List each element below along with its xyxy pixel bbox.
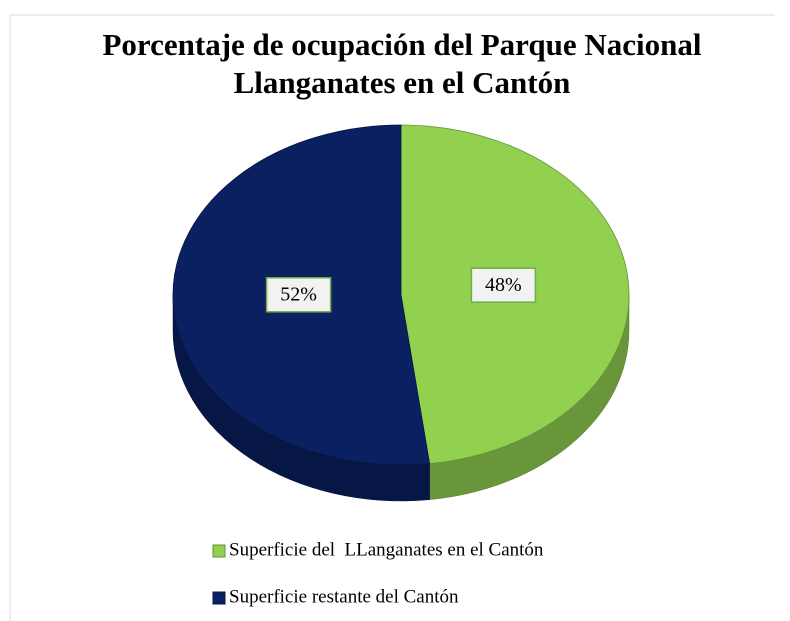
data-label: 48%: [485, 274, 522, 296]
legend-swatch: [212, 591, 226, 605]
legend-swatch: [212, 544, 226, 558]
data-label-box: [470, 267, 537, 303]
data-label-box: [265, 277, 332, 313]
legend-label: Superficie restante del Cantón: [229, 586, 459, 607]
legend-label: Superficie del LLanganates en el Cantón: [229, 539, 544, 560]
data-label: 52%: [280, 283, 317, 305]
title-line: Llanganates en el Cantón: [234, 65, 571, 100]
chart-title: Porcentaje de ocupación del Parque Nacio…: [102, 27, 701, 100]
title-line: Porcentaje de ocupación del Parque Nacio…: [102, 27, 701, 62]
